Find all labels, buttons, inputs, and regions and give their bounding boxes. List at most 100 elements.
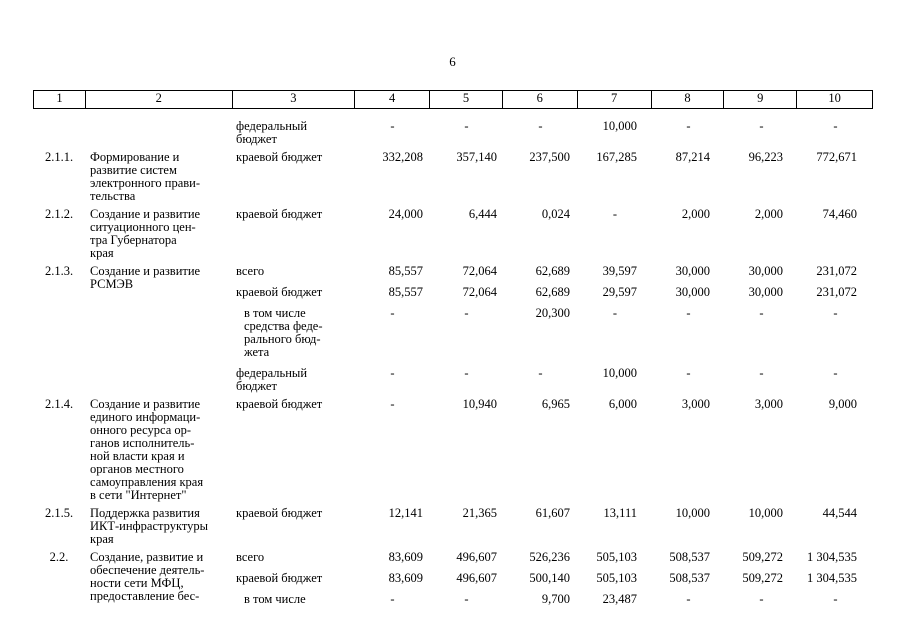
row-subrows: краевой бюджет 12,141 21,365 61,607 13,111 10… xyxy=(232,507,873,520)
value-cell: - xyxy=(833,592,838,606)
value-cell: 167,285 xyxy=(596,150,637,164)
header-cell-6: 6 xyxy=(503,91,578,108)
budget-subrow: краевой бюджет 12,141 21,365 61,607 13,111 10… xyxy=(232,507,873,520)
value-cell: 231,072 xyxy=(816,264,857,278)
row-number: 2.1.5. xyxy=(44,506,74,520)
row-name-line: ганов исполнитель- xyxy=(90,436,195,450)
budget-type-line: рального бюд- xyxy=(244,332,321,346)
header-cell-5: 5 xyxy=(430,91,503,108)
value-cell: 357,140 xyxy=(456,150,497,164)
value-cell: - xyxy=(759,366,764,380)
budget-subrow: всего 83,609 496,607 526,236 505,103 508,537 5… xyxy=(232,551,873,564)
budget-subrow: краевой бюджет 83,609 496,607 500,140 505,10… xyxy=(232,572,873,585)
value-cell: 508,537 xyxy=(669,550,710,564)
row-name-line: ситуационного цен- xyxy=(90,220,196,234)
value-cell: - xyxy=(390,592,395,606)
row-name: Поддержка развития ИКТ-инфраструктуры края xyxy=(85,507,232,546)
value-cell: 24,000 xyxy=(388,207,423,221)
row-subrows: краевой бюджет 24,000 6,444 0,024 - 2,000 2,00… xyxy=(232,208,873,221)
row-name-line: самоуправления края xyxy=(90,475,204,489)
row-name-line: обеспечение деятель- xyxy=(90,563,205,577)
value-cell: 87,214 xyxy=(675,150,710,164)
budget-type-line: бюджет xyxy=(236,132,277,146)
row-subrows: краевой бюджет - 10,940 6,965 6,000 3,000 3,00… xyxy=(232,398,873,411)
value-cell: - xyxy=(686,366,691,380)
header-cell-8: 8 xyxy=(652,91,725,108)
row-name: Создание, развитие и обеспечение деятель-… xyxy=(85,551,232,603)
value-cell: 72,064 xyxy=(462,285,497,299)
value-cell: 30,000 xyxy=(675,264,710,278)
row-name-line: Создание, развитие и xyxy=(90,550,204,564)
value-cell: 30,000 xyxy=(675,285,710,299)
value-cell: - xyxy=(390,306,395,320)
row-number: 2.1.2. xyxy=(44,207,74,221)
budget-type-line: краевой бюджет xyxy=(236,207,323,221)
value-cell: 2,000 xyxy=(754,207,783,221)
row-name-line: ной власти края и xyxy=(90,449,185,463)
value-cell: 0,024 xyxy=(541,207,570,221)
value-cell: 83,609 xyxy=(388,571,423,585)
value-cell: - xyxy=(759,592,764,606)
row-name-line: Создание и развитие xyxy=(90,207,201,221)
row-name-line: в сети "Интернет" xyxy=(90,488,187,502)
budget-type-label: краевой бюджет xyxy=(232,572,355,585)
row-number: 2.1.4. xyxy=(44,397,74,411)
value-cell: - xyxy=(686,306,691,320)
value-cell: - xyxy=(833,366,838,380)
budget-type-line: средства феде- xyxy=(244,319,323,333)
value-cell: 509,272 xyxy=(742,550,783,564)
value-cell: 61,607 xyxy=(535,506,570,520)
budget-subrow: в том числе средства феде-рального бюд-же… xyxy=(232,307,873,359)
budget-type-label: краевой бюджет xyxy=(232,507,355,520)
row-subrows: федеральный бюджет - - - 10,000 - - - xyxy=(232,120,873,146)
value-cell: - xyxy=(390,366,395,380)
budget-type-label: краевой бюджет xyxy=(232,286,355,299)
value-cell: 62,689 xyxy=(535,264,570,278)
row-name-line: Поддержка развития xyxy=(90,506,200,520)
value-cell: - xyxy=(759,119,764,133)
value-cell: - xyxy=(538,366,543,380)
value-cell: 13,111 xyxy=(603,506,637,520)
budget-type-label: краевой бюджет xyxy=(232,398,355,411)
value-cell: 9,000 xyxy=(828,397,857,411)
row-name-line: РСМЭВ xyxy=(90,277,134,291)
value-cell: 85,557 xyxy=(388,285,423,299)
budget-subrow: всего 85,557 72,064 62,689 39,597 30,000 30,00… xyxy=(232,265,873,278)
value-cell: - xyxy=(464,119,469,133)
row-name: Формирование и развитие систем электронног… xyxy=(85,151,232,203)
value-cell: 10,000 xyxy=(675,506,710,520)
table-row: 2.1.4. Создание и развитие единого информа… xyxy=(33,398,873,502)
value-cell: 20,300 xyxy=(535,306,570,320)
row-name-line: края xyxy=(90,246,114,260)
value-cell: 72,064 xyxy=(462,264,497,278)
value-cell: 6,965 xyxy=(541,397,570,411)
budget-type-line: в том числе xyxy=(244,306,306,320)
value-cell: 509,272 xyxy=(742,571,783,585)
value-cell: 96,223 xyxy=(748,150,783,164)
budget-subrow: федеральный бюджет - - - 10,000 - - - xyxy=(232,367,873,393)
row-name-line: электронного прави- xyxy=(90,176,201,190)
table-body: федеральный бюджет - - -10,000- - -2.1.1. Форми… xyxy=(33,109,873,606)
value-cell: 23,487 xyxy=(602,592,637,606)
budget-type-line: бюджет xyxy=(236,379,277,393)
value-cell: 29,597 xyxy=(602,285,637,299)
value-cell: - xyxy=(612,207,618,221)
budget-type-line: краевой бюджет xyxy=(236,397,323,411)
budget-type-line: краевой бюджет xyxy=(236,285,323,299)
value-cell: 9,700 xyxy=(541,592,570,606)
value-cell: - xyxy=(612,306,618,320)
value-cell: - xyxy=(464,306,469,320)
value-cell: 39,597 xyxy=(602,264,637,278)
value-cell: 1 304,535 xyxy=(807,571,857,585)
budget-type-line: жета xyxy=(244,345,270,359)
value-cell: - xyxy=(686,592,691,606)
budget-subrow: краевой бюджет 24,000 6,444 0,024 - 2,000 2,00… xyxy=(232,208,873,221)
header-cell-3: 3 xyxy=(233,91,356,108)
row-name-line: ИКТ-инфраструктуры xyxy=(90,519,209,533)
row-subrows: всего 83,609 496,607 526,236 505,103 508,537 5… xyxy=(232,551,873,606)
row-name-line: тельства xyxy=(90,189,136,203)
value-cell: 2,000 xyxy=(681,207,710,221)
row-name-line: единого информаци- xyxy=(90,410,201,424)
table-header-row: 1 2 3 4 5 6 7 8 9 10 xyxy=(33,90,873,109)
row-name-line: края xyxy=(90,532,114,546)
